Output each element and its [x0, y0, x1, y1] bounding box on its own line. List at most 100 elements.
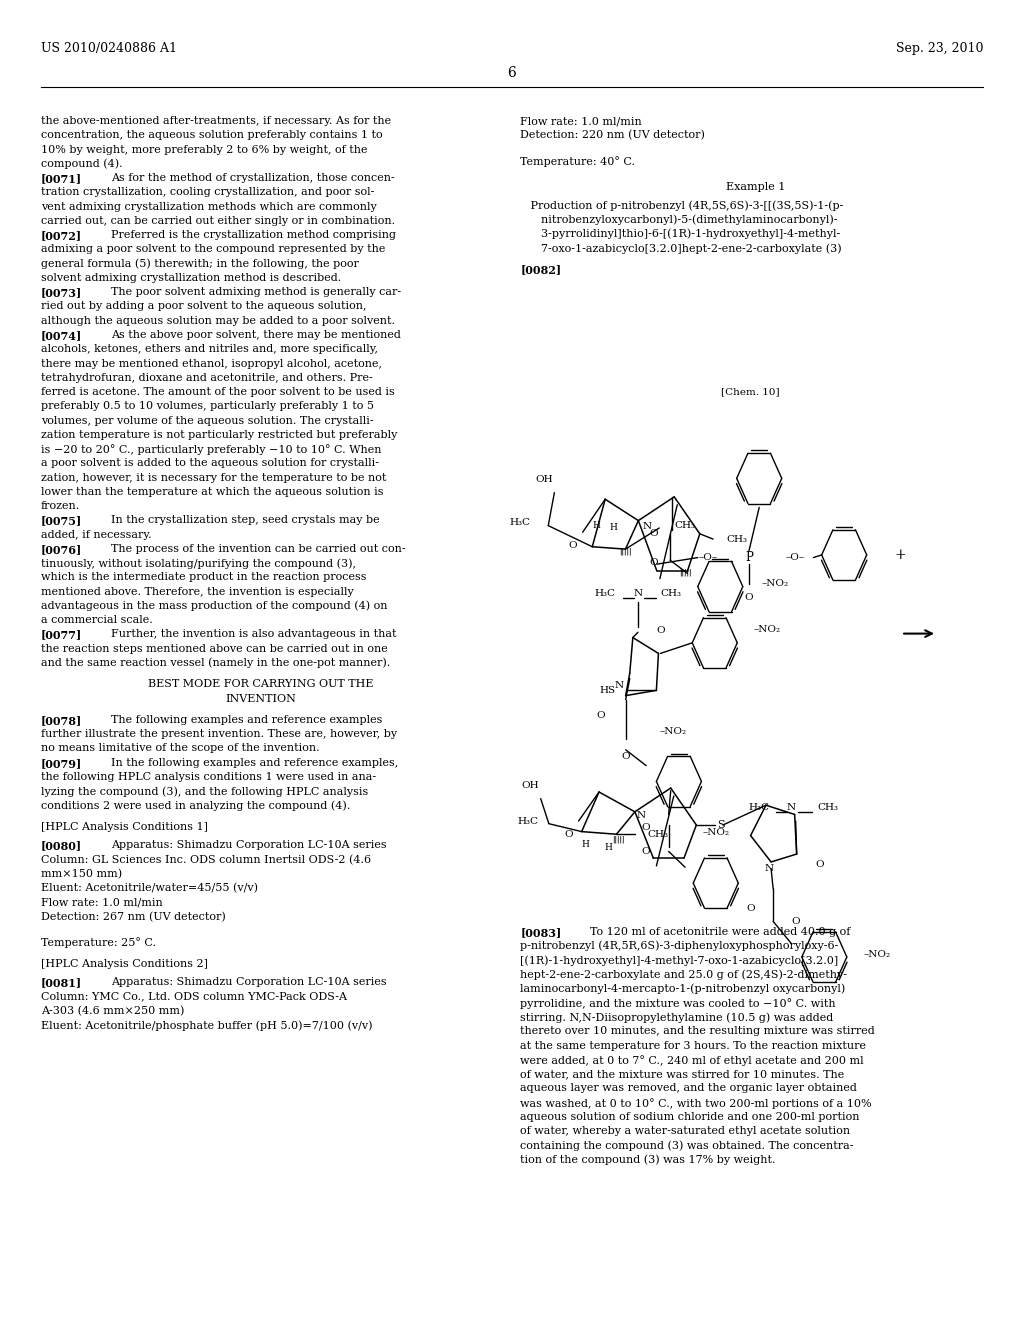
Text: concentration, the aqueous solution preferably contains 1 to: concentration, the aqueous solution pref… [41, 131, 383, 140]
Text: P: P [745, 550, 753, 564]
Text: is −20 to 20° C., particularly preferably −10 to 10° C. When: is −20 to 20° C., particularly preferabl… [41, 444, 382, 455]
Text: 6: 6 [508, 66, 516, 81]
Text: S: S [717, 820, 725, 830]
Text: mm×150 mm): mm×150 mm) [41, 869, 122, 879]
Text: [0072]: [0072] [41, 230, 82, 242]
Text: [0071]: [0071] [41, 173, 82, 185]
Text: 10% by weight, more preferably 2 to 6% by weight, of the: 10% by weight, more preferably 2 to 6% b… [41, 145, 368, 154]
Text: Example 1: Example 1 [726, 182, 785, 191]
Text: –NO₂: –NO₂ [754, 626, 780, 634]
Text: vent admixing crystallization methods which are commonly: vent admixing crystallization methods wh… [41, 202, 377, 211]
Text: admixing a poor solvent to the compound represented by the: admixing a poor solvent to the compound … [41, 244, 385, 255]
Text: general formula (5) therewith; in the following, the poor: general formula (5) therewith; in the fo… [41, 259, 358, 269]
Text: frozen.: frozen. [41, 502, 80, 511]
Text: alcohols, ketones, ethers and nitriles and, more specifically,: alcohols, ketones, ethers and nitriles a… [41, 345, 378, 354]
Text: advantageous in the mass production of the compound (4) on: advantageous in the mass production of t… [41, 601, 387, 611]
Text: Production of p-nitrobenzyl (4R,5S,6S)-3-[[(3S,5S)-1-(p-: Production of p-nitrobenzyl (4R,5S,6S)-3… [520, 201, 844, 211]
Text: volumes, per volume of the aqueous solution. The crystalli-: volumes, per volume of the aqueous solut… [41, 416, 374, 425]
Text: containing the compound (3) was obtained. The concentra-: containing the compound (3) was obtained… [520, 1140, 854, 1151]
Text: [HPLC Analysis Conditions 1]: [HPLC Analysis Conditions 1] [41, 822, 208, 832]
Text: ferred is acetone. The amount of the poor solvent to be used is: ferred is acetone. The amount of the poo… [41, 387, 394, 397]
Text: mentioned above. Therefore, the invention is especially: mentioned above. Therefore, the inventio… [41, 586, 353, 597]
Text: laminocarbonyl-4-mercapto-1-(p-nitrobenzyl oxycarbonyl): laminocarbonyl-4-mercapto-1-(p-nitrobenz… [520, 983, 846, 994]
Text: As for the method of crystallization, those concen-: As for the method of crystallization, th… [111, 173, 394, 183]
Text: tinuously, without isolating/purifying the compound (3),: tinuously, without isolating/purifying t… [41, 558, 356, 569]
Text: which is the intermediate product in the reaction process: which is the intermediate product in the… [41, 573, 367, 582]
Text: N: N [765, 863, 773, 873]
Text: [0077]: [0077] [41, 630, 82, 640]
Text: Apparatus: Shimadzu Corporation LC-10A series: Apparatus: Shimadzu Corporation LC-10A s… [111, 841, 386, 850]
Text: As the above poor solvent, there may be mentioned: As the above poor solvent, there may be … [111, 330, 400, 341]
Text: the above-mentioned after-treatments, if necessary. As for the: the above-mentioned after-treatments, if… [41, 116, 391, 127]
Text: –O–: –O– [785, 553, 805, 562]
Text: ried out by adding a poor solvent to the aqueous solution,: ried out by adding a poor solvent to the… [41, 301, 367, 312]
Text: preferably 0.5 to 10 volumes, particularly preferably 1 to 5: preferably 0.5 to 10 volumes, particular… [41, 401, 374, 412]
Text: –NO₂: –NO₂ [702, 829, 729, 837]
Text: Sep. 23, 2010: Sep. 23, 2010 [896, 42, 983, 55]
Text: Flow rate: 1.0 ml/min: Flow rate: 1.0 ml/min [520, 116, 642, 127]
Text: O: O [564, 830, 572, 838]
Text: compound (4).: compound (4). [41, 158, 123, 169]
Text: H₃C: H₃C [517, 817, 539, 825]
Text: H₃C: H₃C [748, 804, 769, 812]
Text: a poor solvent is added to the aqueous solution for crystalli-: a poor solvent is added to the aqueous s… [41, 458, 379, 469]
Text: 3-pyrrolidinyl]thio]-6-[(1R)-1-hydroxyethyl]-4-methyl-: 3-pyrrolidinyl]thio]-6-[(1R)-1-hydroxyet… [520, 228, 841, 239]
Text: a commercial scale.: a commercial scale. [41, 615, 153, 626]
Text: of water, whereby a water-saturated ethyl acetate solution: of water, whereby a water-saturated ethy… [520, 1126, 850, 1137]
Text: lyzing the compound (3), and the following HPLC analysis: lyzing the compound (3), and the followi… [41, 787, 369, 797]
Text: lower than the temperature at which the aqueous solution is: lower than the temperature at which the … [41, 487, 383, 496]
Text: The process of the invention can be carried out con-: The process of the invention can be carr… [111, 544, 406, 554]
Text: CH₃: CH₃ [660, 590, 682, 598]
Text: tion of the compound (3) was 17% by weight.: tion of the compound (3) was 17% by weig… [520, 1155, 776, 1166]
Text: N: N [634, 590, 642, 598]
Text: O: O [815, 861, 823, 869]
Text: +: + [895, 548, 906, 562]
Text: BEST MODE FOR CARRYING OUT THE: BEST MODE FOR CARRYING OUT THE [148, 680, 374, 689]
Text: –NO₂: –NO₂ [863, 950, 890, 958]
Text: 7-oxo-1-azabicyclo[3.2.0]hept-2-ene-2-carboxylate (3): 7-oxo-1-azabicyclo[3.2.0]hept-2-ene-2-ca… [520, 243, 842, 253]
Text: Column: GL Sciences Inc. ODS column Inertsil ODS-2 (4.6: Column: GL Sciences Inc. ODS column Iner… [41, 854, 371, 865]
Text: –NO₂: –NO₂ [761, 579, 788, 589]
Text: there may be mentioned ethanol, isopropyl alcohol, acetone,: there may be mentioned ethanol, isopropy… [41, 359, 382, 368]
Text: [0080]: [0080] [41, 841, 82, 851]
Text: O: O [792, 917, 800, 925]
Text: H: H [582, 841, 590, 849]
Text: Detection: 267 nm (UV detector): Detection: 267 nm (UV detector) [41, 912, 225, 921]
Text: [0073]: [0073] [41, 288, 82, 298]
Text: CH₃: CH₃ [675, 521, 695, 529]
Text: solvent admixing crystallization method is described.: solvent admixing crystallization method … [41, 273, 341, 282]
Text: OH: OH [536, 475, 553, 484]
Text: –O–: –O– [698, 553, 718, 562]
Text: The following examples and reference examples: The following examples and reference exa… [111, 715, 382, 725]
Text: A-303 (4.6 mm×250 mm): A-303 (4.6 mm×250 mm) [41, 1006, 184, 1016]
Text: added, if necessary.: added, if necessary. [41, 529, 152, 540]
Text: Eluent: Acetonitrile/water=45/55 (v/v): Eluent: Acetonitrile/water=45/55 (v/v) [41, 883, 258, 894]
Text: O: O [642, 824, 650, 832]
Text: In the crystallization step, seed crystals may be: In the crystallization step, seed crysta… [111, 515, 379, 525]
Text: Further, the invention is also advantageous in that: Further, the invention is also advantage… [111, 630, 396, 639]
Text: further illustrate the present invention. These are, however, by: further illustrate the present invention… [41, 729, 397, 739]
Text: at the same temperature for 3 hours. To the reaction mixture: at the same temperature for 3 hours. To … [520, 1040, 866, 1051]
Text: N: N [642, 523, 651, 531]
Text: was washed, at 0 to 10° C., with two 200-ml portions of a 10%: was washed, at 0 to 10° C., with two 200… [520, 1098, 871, 1109]
Text: [0074]: [0074] [41, 330, 82, 341]
Text: CH₃: CH₃ [647, 830, 669, 838]
Text: aqueous solution of sodium chloride and one 200-ml portion: aqueous solution of sodium chloride and … [520, 1111, 860, 1122]
Text: N: N [614, 681, 624, 690]
Text: Temperature: 25° C.: Temperature: 25° C. [41, 937, 156, 948]
Text: zation temperature is not particularly restricted but preferably: zation temperature is not particularly r… [41, 430, 397, 440]
Text: |||||: ||||| [620, 548, 632, 556]
Text: Flow rate: 1.0 ml/min: Flow rate: 1.0 ml/min [41, 898, 163, 907]
Text: zation, however, it is necessary for the temperature to be not: zation, however, it is necessary for the… [41, 473, 386, 483]
Text: the following HPLC analysis conditions 1 were used in ana-: the following HPLC analysis conditions 1… [41, 772, 376, 781]
Text: H: H [609, 524, 617, 532]
Text: [HPLC Analysis Conditions 2]: [HPLC Analysis Conditions 2] [41, 958, 208, 969]
Text: The poor solvent admixing method is generally car-: The poor solvent admixing method is gene… [111, 288, 400, 297]
Text: In the following examples and reference examples,: In the following examples and reference … [111, 758, 398, 768]
Text: conditions 2 were used in analyzing the compound (4).: conditions 2 were used in analyzing the … [41, 800, 350, 810]
Text: To 120 ml of acetonitrile were added 40.0 g of: To 120 ml of acetonitrile were added 40.… [590, 927, 850, 937]
Text: HS: HS [599, 686, 615, 694]
Text: [(1R)-1-hydroxyethyl]-4-methyl-7-oxo-1-azabicyclo[3.2.0]: [(1R)-1-hydroxyethyl]-4-methyl-7-oxo-1-a… [520, 956, 839, 966]
Text: [0083]: [0083] [520, 927, 561, 937]
Text: O: O [649, 529, 657, 539]
